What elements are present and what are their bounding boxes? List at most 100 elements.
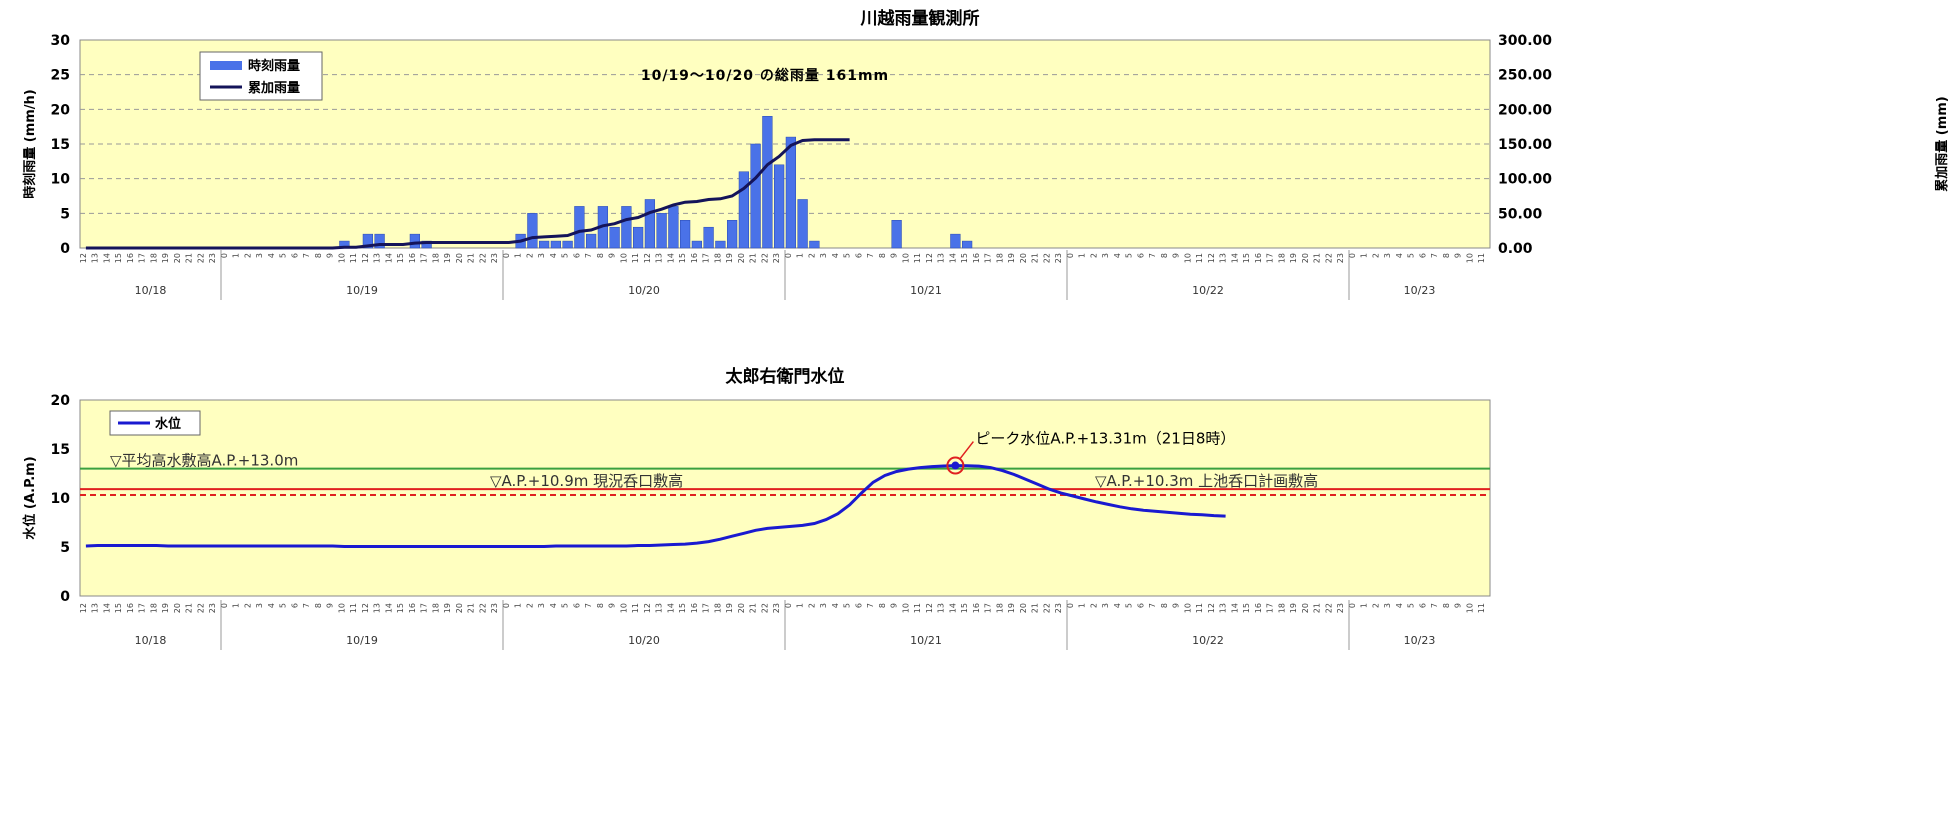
water-y-tick-label: 20: [51, 393, 71, 409]
water-hour-label: 1: [514, 603, 523, 608]
rain-hour-label: 15: [114, 253, 123, 263]
water-hour-label: 10: [619, 603, 628, 613]
water-legend-label: 水位: [155, 416, 181, 432]
water-hour-label: 22: [1042, 603, 1051, 613]
rain-hour-label: 10: [337, 253, 346, 263]
water-hour-label: 2: [1089, 603, 1098, 608]
water-hour-label: 0: [502, 603, 511, 608]
water-hour-label: 23: [490, 603, 499, 613]
water-hour-label: 13: [91, 603, 100, 613]
water-hour-label: 2: [807, 603, 816, 608]
rain-hour-label: 17: [702, 253, 711, 263]
rain-hour-label: 5: [1407, 253, 1416, 258]
rain-hour-label: 6: [290, 253, 299, 258]
rain-bar: [774, 164, 785, 249]
rain-hour-label: 21: [1031, 253, 1040, 263]
rain-hour-label: 20: [737, 253, 746, 263]
rain-hour-label: 18: [995, 253, 1004, 263]
water-hour-label: 15: [960, 603, 969, 613]
rain-bar: [362, 233, 373, 249]
water-hour-label: 13: [373, 603, 382, 613]
water-hour-label: 11: [1477, 603, 1486, 613]
rain-hour-label: 17: [984, 253, 993, 263]
rain-hour-label: 23: [772, 253, 781, 263]
rain-hour-label: 2: [525, 253, 534, 258]
water-hour-label: 18: [149, 603, 158, 613]
rain-hour-label: 8: [314, 253, 323, 258]
rain-hour-label: 14: [102, 253, 111, 263]
rain-hour-label: 17: [138, 253, 147, 263]
water-hour-label: 19: [161, 603, 170, 613]
water-hour-label: 9: [890, 603, 899, 608]
water-hour-label: 14: [384, 603, 393, 613]
rain-bar: [715, 240, 726, 249]
rain-bar: [550, 240, 561, 249]
water-level-line: [85, 464, 1226, 548]
water-hour-label: 21: [1031, 603, 1040, 613]
rain-hour-label: 16: [1254, 253, 1263, 263]
water-hour-label: 6: [572, 603, 581, 608]
water-hour-label: 4: [1113, 603, 1122, 608]
water-plot-area: [79, 399, 1491, 597]
rain-hour-label: 12: [1207, 253, 1216, 263]
rain-hour-label: 1: [232, 253, 241, 258]
rain-hour-label: 0: [1066, 253, 1075, 258]
rain-hour-label: 2: [1371, 253, 1380, 258]
water-hour-label: 0: [784, 603, 793, 608]
rain-hour-label: 10: [901, 253, 910, 263]
water-hour-label: 2: [525, 603, 534, 608]
water-hour-label: 14: [1230, 603, 1239, 613]
peak-label: ピーク水位A.P.+13.31m（21日8時）: [975, 430, 1235, 448]
rain-y-tick-label: 5: [60, 206, 70, 222]
water-hour-label: 16: [972, 603, 981, 613]
water-hour-label: 22: [1324, 603, 1333, 613]
rain-hour-label: 5: [561, 253, 570, 258]
water-y-tick-label: 10: [51, 491, 71, 507]
water-legend: 水位: [109, 410, 201, 436]
water-hour-label: 9: [326, 603, 335, 608]
rain-hour-label: 6: [572, 253, 581, 258]
water-hour-label: 23: [1336, 603, 1345, 613]
water-hour-label: 11: [913, 603, 922, 613]
rain-hour-label: 23: [208, 253, 217, 263]
rain-hour-label: 15: [1242, 253, 1251, 263]
water-hour-label: 22: [760, 603, 769, 613]
water-hour-label: 1: [232, 603, 241, 608]
rain-hour-label: 0: [1348, 253, 1357, 258]
rain-hour-label: 5: [843, 253, 852, 258]
water-hour-label: 16: [126, 603, 135, 613]
rain-bar: [727, 220, 738, 249]
water-hour-label: 12: [925, 603, 934, 613]
water-hour-label: 4: [1395, 603, 1404, 608]
water-date-label: 10/21: [910, 634, 942, 647]
rain-hour-label: 20: [455, 253, 464, 263]
water-hour-label: 16: [690, 603, 699, 613]
rain-hour-label: 19: [161, 253, 170, 263]
water-hour-label: 4: [831, 603, 840, 608]
rain-hour-label: 3: [1101, 253, 1110, 258]
water-hour-label: 6: [290, 603, 299, 608]
water-hour-label: 17: [702, 603, 711, 613]
rain-bar: [950, 233, 961, 249]
rain-hour-label: 10: [619, 253, 628, 263]
rain-hour-label: 3: [537, 253, 546, 258]
rain-bar: [409, 233, 420, 249]
water-hour-label: 11: [631, 603, 640, 613]
rain-hour-label: 4: [1113, 253, 1122, 258]
rain-hour-label: 15: [396, 253, 405, 263]
rain-hour-label: 18: [1277, 253, 1286, 263]
water-hour-label: 12: [79, 603, 88, 613]
rain-hour-label: 5: [279, 253, 288, 258]
water-hour-label: 18: [431, 603, 440, 613]
water-hour-label: 20: [1301, 603, 1310, 613]
rain-hour-label: 8: [878, 253, 887, 258]
rain-bar: [962, 240, 973, 249]
water-hour-label: 17: [1266, 603, 1275, 613]
water-hour-label: 9: [608, 603, 617, 608]
water-y-tick-label: 5: [60, 540, 70, 556]
water-hour-label: 20: [173, 603, 182, 613]
rain-total-annotation: 10/19～10/20 の総雨量 161mm: [641, 67, 889, 84]
rain-y-ticks-right: 0.00 50.00 100.00 150.00 200.00 250.00 300.00: [1498, 33, 1552, 257]
rain-hour-label: 15: [960, 253, 969, 263]
